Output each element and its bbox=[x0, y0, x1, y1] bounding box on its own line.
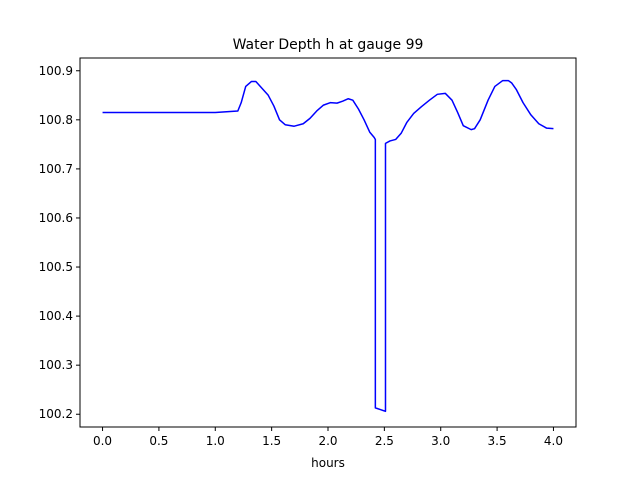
y-tick-label: 100.2 bbox=[39, 407, 73, 421]
y-tick-label: 100.9 bbox=[39, 64, 73, 78]
y-tick-label: 100.7 bbox=[39, 162, 73, 176]
x-axis: 0.0 0.5 1.0 1.5 2.0 2.5 3.0 3.5 4.0 bbox=[93, 427, 563, 448]
x-axis-label: hours bbox=[311, 456, 345, 470]
x-tick-label: 3.5 bbox=[488, 434, 507, 448]
y-axis: 100.2 100.3 100.4 100.5 100.6 100.7 100.8 100.9 bbox=[39, 64, 80, 421]
x-tick-label: 0.5 bbox=[149, 434, 168, 448]
x-tick-label: 0.0 bbox=[93, 434, 112, 448]
plot-area-frame bbox=[79, 57, 577, 428]
x-tick-label: 1.0 bbox=[206, 434, 225, 448]
y-tick-label: 100.5 bbox=[39, 260, 73, 274]
series-layer bbox=[102, 79, 554, 413]
chart-title: Water Depth h at gauge 99 bbox=[233, 37, 424, 53]
y-tick-label: 100.4 bbox=[39, 309, 73, 323]
x-tick-label: 4.0 bbox=[544, 434, 563, 448]
x-tick-label: 1.5 bbox=[262, 434, 281, 448]
y-tick-label: 100.8 bbox=[39, 113, 73, 127]
x-tick-label: 3.0 bbox=[431, 434, 450, 448]
x-tick-label: 2.5 bbox=[375, 434, 394, 448]
y-tick-label: 100.3 bbox=[39, 358, 73, 372]
y-tick-label: 100.6 bbox=[39, 211, 73, 225]
x-tick-label: 2.0 bbox=[318, 434, 337, 448]
series-line bbox=[102, 79, 554, 413]
